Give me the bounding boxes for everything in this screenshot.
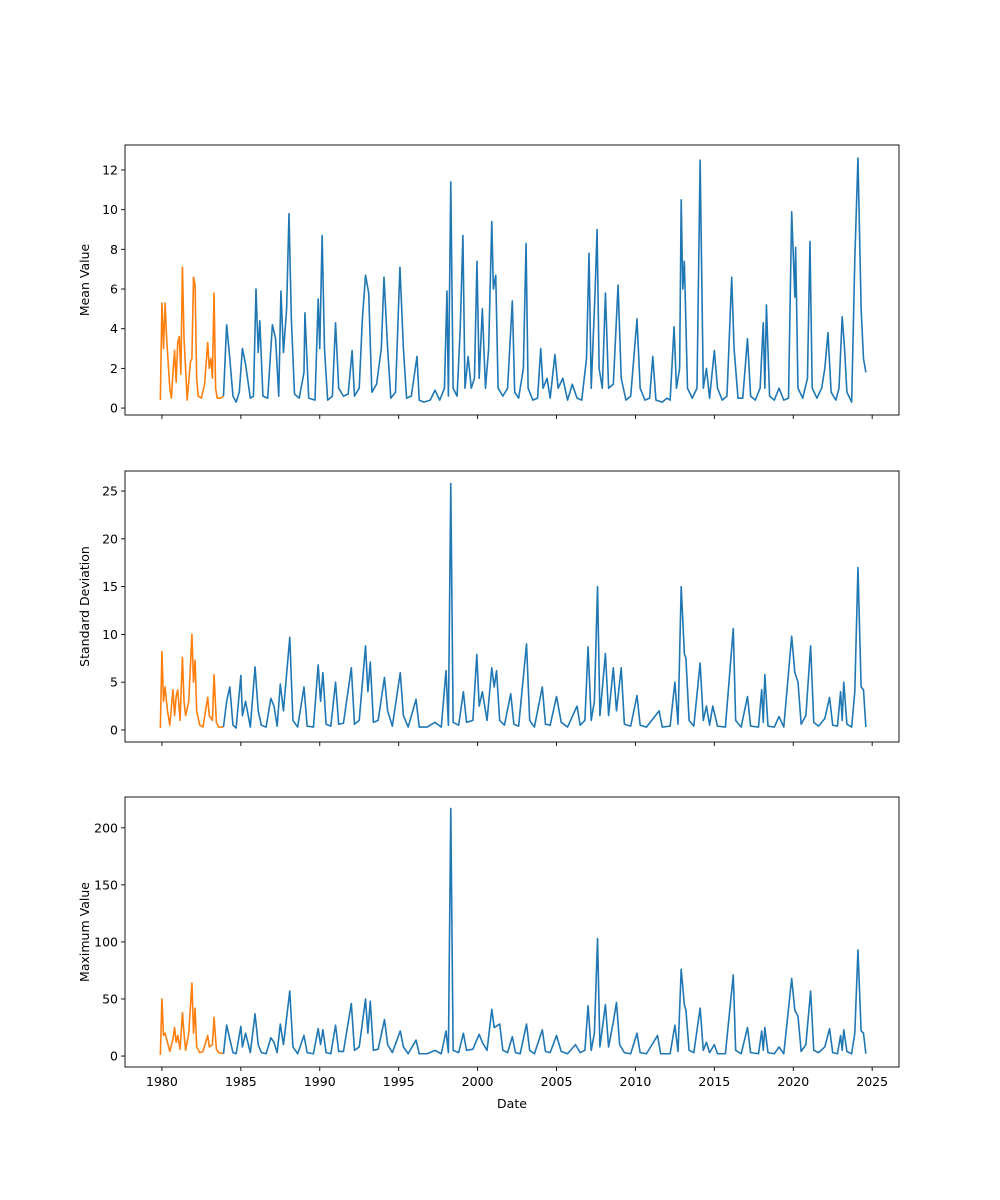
y-tick-label: 10 [102,202,118,217]
x-axis-label: Date [497,1096,527,1111]
axes-frame [124,144,900,416]
axes-frame [124,796,900,1068]
series-line-early [159,266,224,401]
y-tick-label: 50 [102,991,118,1006]
y-tick-label: 0 [110,722,118,737]
y-tick-label: 5 [110,675,118,690]
series-line-main [222,482,867,729]
y-tick-label: 150 [94,877,118,892]
y-axis-label: Maximum Value [77,882,92,982]
y-tick-label: 8 [110,242,118,257]
x-tick-label: 1990 [304,1074,336,1089]
y-tick-label: 12 [102,162,118,177]
y-tick-label: 2 [110,361,118,376]
subplot-2: 0 5 10 15 20 25 Standard Deviation [77,470,900,746]
x-tick-label: 1985 [225,1074,257,1089]
y-tick-label: 10 [102,627,118,642]
axes-frame [124,470,900,743]
y-axis-label: Standard Deviation [77,546,92,667]
y-tick-label: 100 [94,934,118,949]
series-line-early [159,633,224,729]
series-line-main [222,807,867,1055]
x-tick-label: 1980 [146,1074,178,1089]
subplot-3: 1980 1985 1990 1995 2000 2005 2010 2015 2020 2025… [77,796,900,1111]
y-tick-label: 4 [110,321,118,336]
x-tick-label: 1995 [383,1074,415,1089]
y-tick-label: 15 [102,579,118,594]
y-tick-label: 20 [102,531,118,546]
x-tick-label: 2005 [541,1074,573,1089]
series-line-early [159,982,224,1055]
y-axis-label: Mean Value [77,244,92,317]
y-tick-label: 25 [102,484,118,499]
x-tick-label: 2020 [777,1074,809,1089]
y-tick-label: 0 [110,401,118,416]
series-line-main [222,157,867,403]
y-tick-label: 0 [110,1049,118,1064]
x-tick-label: 2010 [620,1074,652,1089]
x-tick-label: 2015 [698,1074,730,1089]
x-tick-label: 2000 [462,1074,494,1089]
y-tick-label: 200 [94,820,118,835]
subplot-1: 0 2 4 6 8 10 12 Mean Value [77,144,900,419]
y-tick-label: 6 [110,282,118,297]
x-tick-label: 2025 [856,1074,888,1089]
